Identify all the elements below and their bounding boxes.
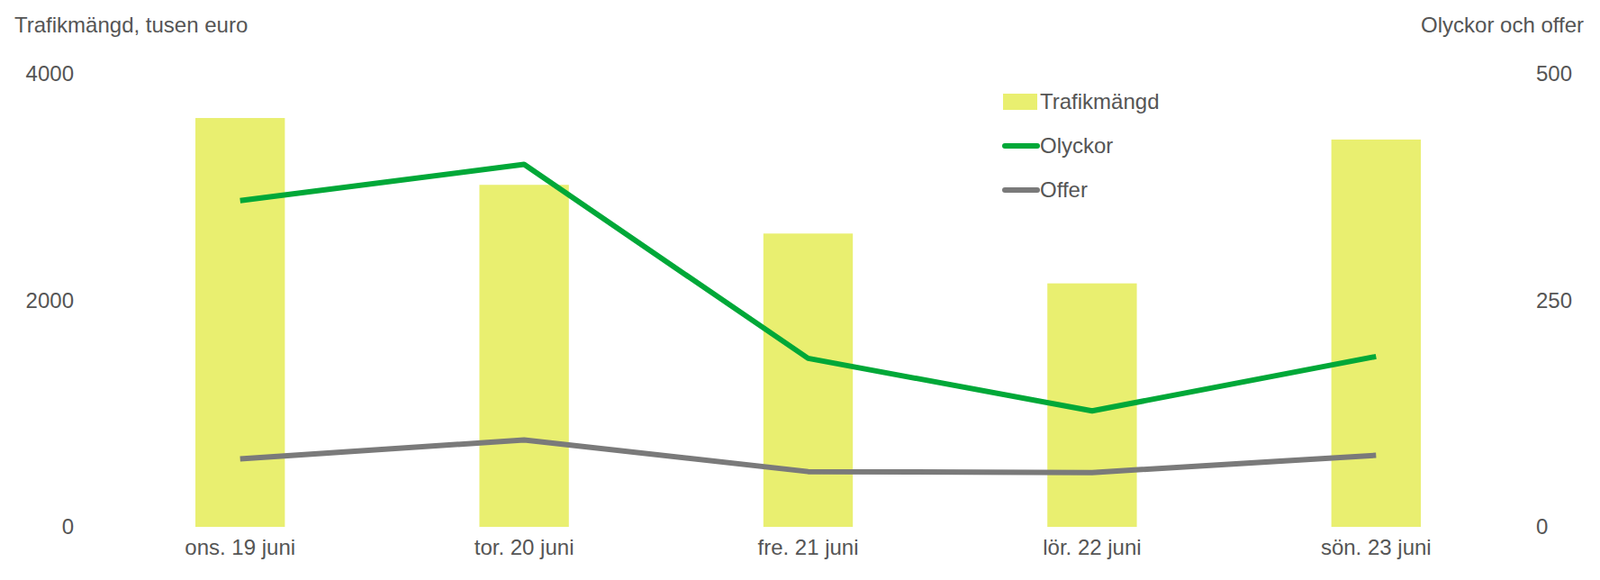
- legend-item: Trafikmängd: [1003, 89, 1160, 114]
- legend-label: Trafikmängd: [1039, 89, 1160, 114]
- tick: 4000: [26, 61, 99, 86]
- tick: 500: [1518, 61, 1573, 86]
- bar: [763, 233, 853, 527]
- tick-label: 250: [1536, 288, 1573, 313]
- chart: ons. 19 juni tor. 20 juni fre. 21 juni lör.…: [0, 0, 1600, 580]
- bar: [479, 184, 569, 527]
- tick-label: sön. 23 juni: [1320, 534, 1432, 560]
- tick: 0: [62, 514, 99, 539]
- tick: ons. 19 juni: [184, 526, 296, 560]
- tick-label: 0: [62, 514, 74, 539]
- y2-axis: 0 250 500: [1518, 61, 1573, 539]
- tick-label: tor. 20 juni: [474, 534, 575, 560]
- legend-item: Offer: [1004, 177, 1088, 202]
- tick: fre. 21 juni: [757, 526, 859, 560]
- tick: 2000: [26, 288, 99, 313]
- y-axis-title: Trafikmängd, tusen euro: [14, 12, 248, 37]
- tick: 250: [1518, 288, 1573, 313]
- tick: sön. 23 juni: [1320, 526, 1432, 560]
- tick: tor. 20 juni: [474, 526, 575, 560]
- legend-label: Offer: [1039, 177, 1088, 202]
- tick-label: fre. 21 juni: [757, 534, 859, 560]
- bar: [1331, 139, 1421, 527]
- legend-swatch: [1003, 93, 1038, 110]
- marks: [195, 117, 1421, 527]
- tick-label: lör. 22 juni: [1042, 534, 1141, 560]
- tick: 0: [1518, 514, 1548, 539]
- axis-line: [98, 74, 100, 528]
- tick-label: 4000: [26, 61, 74, 86]
- legend: Trafikmängd Olyckor Offer: [1003, 89, 1160, 202]
- y-axis: 0 2000 4000: [26, 61, 100, 539]
- tick-label: 0: [1536, 514, 1548, 539]
- legend-label: Olyckor: [1039, 133, 1113, 158]
- plot-area: ons. 19 juni tor. 20 juni fre. 21 juni lör.…: [26, 61, 1573, 560]
- bar-series: [195, 117, 1421, 527]
- line: [240, 439, 1377, 472]
- bar: [195, 117, 285, 527]
- legend-swatch: [1004, 187, 1038, 193]
- x-axis: ons. 19 juni tor. 20 juni fre. 21 juni lör.…: [99, 526, 1519, 560]
- tick-label: 500: [1536, 61, 1573, 86]
- tick-label: 2000: [26, 288, 74, 313]
- line: [240, 164, 1377, 412]
- legend-item: Olyckor: [1004, 133, 1113, 158]
- axis-line: [99, 526, 1519, 528]
- tick-label: ons. 19 juni: [184, 534, 296, 560]
- legend-swatch: [1004, 143, 1038, 149]
- y2-axis-title: Olyckor och offer: [1420, 12, 1584, 37]
- axis-line: [1518, 74, 1519, 528]
- tick: lör. 22 juni: [1042, 526, 1141, 560]
